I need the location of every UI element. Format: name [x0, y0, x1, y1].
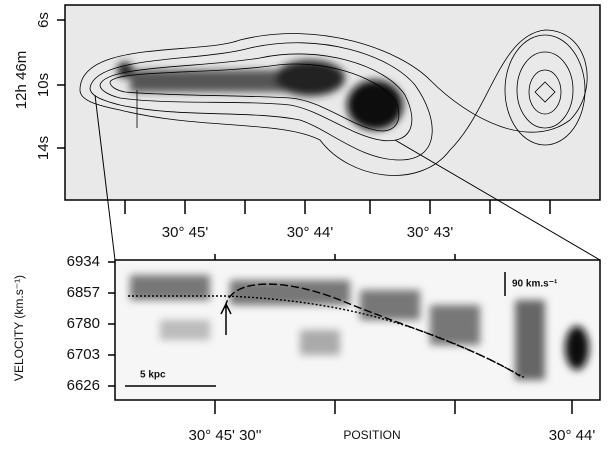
pv-x-tick-label: 30° 44' [549, 427, 596, 444]
pv-y-tick-label: 6857 [67, 284, 100, 301]
image-background [65, 5, 600, 200]
pv-y-tick-label: 6626 [67, 377, 100, 394]
pv-x-tick-label: 30° 45' 30'' [189, 427, 262, 444]
top-x-ticks [124, 200, 551, 214]
top-y-ticks [57, 19, 65, 149]
pv-y-tick-label: 6934 [67, 253, 100, 270]
top-x-tick-label: 30° 45' [162, 224, 209, 241]
zoom-connector [94, 94, 601, 261]
pv-y-tick-label: 6780 [67, 315, 100, 332]
pv-y-label: VELOCITY (km.s⁻¹) [12, 275, 26, 381]
top-y-tick-label: 14s [35, 136, 52, 160]
scale-bar-label: 5 kpc [140, 370, 166, 381]
dashed-curve [224, 283, 521, 377]
pv-x-label: POSITION [343, 428, 400, 442]
contours [79, 29, 588, 176]
top-y-tick-label: 10s [35, 73, 52, 97]
pv-y-tick-label: 6703 [67, 346, 100, 363]
pv-y-ticks [108, 261, 115, 387]
pv-frame [114, 259, 601, 401]
top-x-tick-label: 30° 43' [407, 224, 454, 241]
top-x-tick-label: 30° 44' [287, 224, 334, 241]
dotted-curve [128, 295, 526, 379]
top-y-label: 12h 46m [13, 51, 30, 109]
velocity-bar-label: 90 km.s⁻¹ [512, 279, 558, 290]
top-y-tick-label: 6s [35, 12, 52, 28]
pv-emission [130, 275, 589, 380]
top-frame [64, 4, 601, 201]
pv-x-ticks [214, 254, 573, 414]
arrow [220, 302, 232, 335]
image-emission [117, 60, 403, 130]
